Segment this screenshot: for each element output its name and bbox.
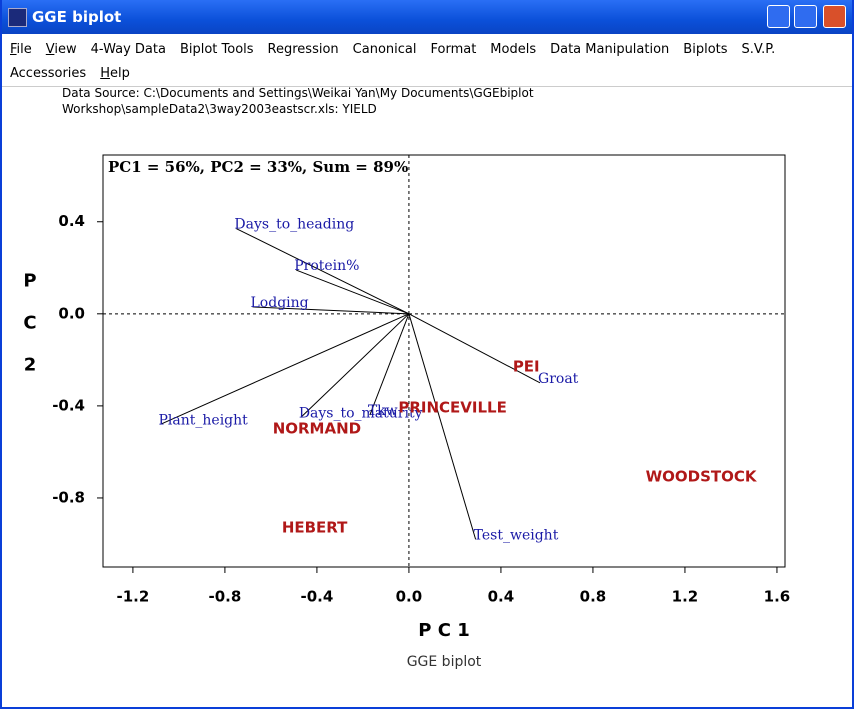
data-source-line: Data Source: C:\Documents and Settings\W… (62, 86, 534, 100)
menu-item[interactable]: Models (490, 42, 537, 57)
environment-label: NORMAND (273, 419, 361, 437)
menu-item[interactable]: Biplots (683, 42, 728, 57)
menu-item[interactable]: Accessories (10, 66, 87, 81)
maximize-button[interactable] (794, 5, 817, 28)
x-tick-label: 1.6 (764, 588, 791, 606)
trait-vector (300, 313, 410, 418)
close-button[interactable] (823, 5, 846, 28)
y-tick-label: 0.4 (58, 212, 85, 230)
annotation: PC1 = 56%, PC2 = 33%, Sum = 89% (108, 158, 408, 176)
trait-vector (369, 313, 410, 416)
y-tick-label: -0.8 (52, 488, 85, 506)
trait-vector (252, 306, 409, 315)
data-source: Data Source: C:\Documents and Settings\W… (62, 85, 534, 117)
menu-item[interactable]: Regression (267, 42, 339, 57)
trait-label: Tkw (368, 403, 398, 419)
menu-item[interactable]: 4-Way Data (90, 42, 166, 57)
trait-vector (296, 269, 410, 315)
y-axis-label: P C 2 (20, 271, 41, 376)
minimize-button[interactable] (767, 5, 790, 28)
y-tick-label: -0.4 (52, 396, 85, 414)
x-tick-label: -1.2 (116, 588, 149, 606)
x-tick-label: -0.8 (209, 588, 242, 606)
plot-frame (102, 154, 786, 568)
x-tick-label: 1.2 (672, 588, 699, 606)
environment-label: PEI (513, 357, 540, 375)
x-tick-label: 0.4 (488, 588, 515, 606)
trait-label: Protein% (294, 258, 359, 274)
trait-label: Groat (538, 371, 579, 387)
trait-vector (408, 313, 541, 384)
title-bar: GGE biplot (2, 0, 852, 34)
environment-label: PRINCEVILLE (398, 399, 507, 417)
trait-label: Days_to_maturity (299, 405, 423, 421)
menu-item[interactable]: Canonical (352, 42, 417, 57)
trait-label: Test_weight (474, 527, 559, 543)
environment-label: WOODSTOCK (646, 468, 758, 486)
x-tick-label: -0.4 (301, 588, 334, 606)
menu-bar: File View 4-Way Data Biplot Tools Regression… (2, 34, 852, 87)
caption: GGE biplot (407, 654, 482, 670)
window-title: GGE biplot (32, 8, 122, 26)
menu-item[interactable]: File (10, 42, 32, 57)
menu-item[interactable]: S.V.P. (741, 42, 776, 57)
menu-item[interactable]: View (45, 42, 77, 57)
menu-item[interactable]: Format (430, 42, 477, 57)
menu-item[interactable]: Help (100, 66, 130, 81)
x-tick-label: 0.0 (396, 588, 423, 606)
trait-label: Plant_height (159, 412, 249, 428)
x-axis-label: P C 1 (418, 620, 469, 641)
trait-label: Days_to_heading (234, 217, 354, 233)
trait-vector (408, 313, 477, 540)
menu-item[interactable]: Biplot Tools (179, 42, 254, 57)
trait-vector (236, 228, 410, 315)
menu-item[interactable]: Data Manipulation (550, 42, 670, 57)
app-icon (8, 8, 27, 27)
trait-label: Lodging (251, 295, 309, 311)
environment-label: HEBERT (282, 518, 348, 536)
y-tick-label: 0.0 (58, 304, 85, 322)
trait-vector (160, 313, 410, 425)
data-source-line: Workshop\sampleData2\3way2003eastscr.xls… (62, 102, 377, 116)
x-tick-label: 0.8 (580, 588, 607, 606)
